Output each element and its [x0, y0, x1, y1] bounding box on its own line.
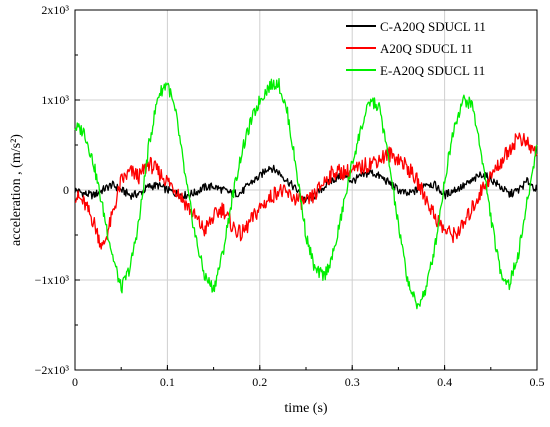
x-tick-label: 0.2	[252, 375, 267, 389]
y-tick-label: 2x10³	[41, 3, 69, 17]
series-line	[74, 164, 538, 203]
legend-label: A20Q SDUCL 11	[380, 41, 473, 56]
y-tick-label: 0	[63, 183, 69, 197]
x-tick-label: 0.5	[530, 375, 545, 389]
series-line	[75, 132, 538, 250]
series-layer	[74, 77, 538, 310]
legend: C-A20Q SDUCL 11 A20Q SDUCL 11 E-A20Q SDUCL…	[346, 19, 486, 78]
x-tick-label: 0.1	[160, 375, 175, 389]
x-axis-title: time (s)	[284, 401, 327, 416]
x-tick-label: 0.4	[437, 375, 452, 389]
x-tick-label: 0	[72, 375, 78, 389]
y-axis-title: acceleration , (m/s²)	[9, 134, 24, 246]
legend-label: E-A20Q SDUCL 11	[380, 63, 485, 78]
legend-label: C-A20Q SDUCL 11	[380, 19, 486, 34]
y-tick-label: −2x10³	[35, 363, 70, 377]
y-tick-label: 1x10³	[41, 93, 69, 107]
ticks: 0 0.1 0.2 0.3 0.4 0.5 2x10³ 1x10³ 0 −1x10³ −2x10³	[35, 3, 545, 389]
y-tick-label: −1x10³	[35, 273, 70, 287]
series-line	[74, 77, 538, 310]
x-tick-label: 0.3	[345, 375, 360, 389]
